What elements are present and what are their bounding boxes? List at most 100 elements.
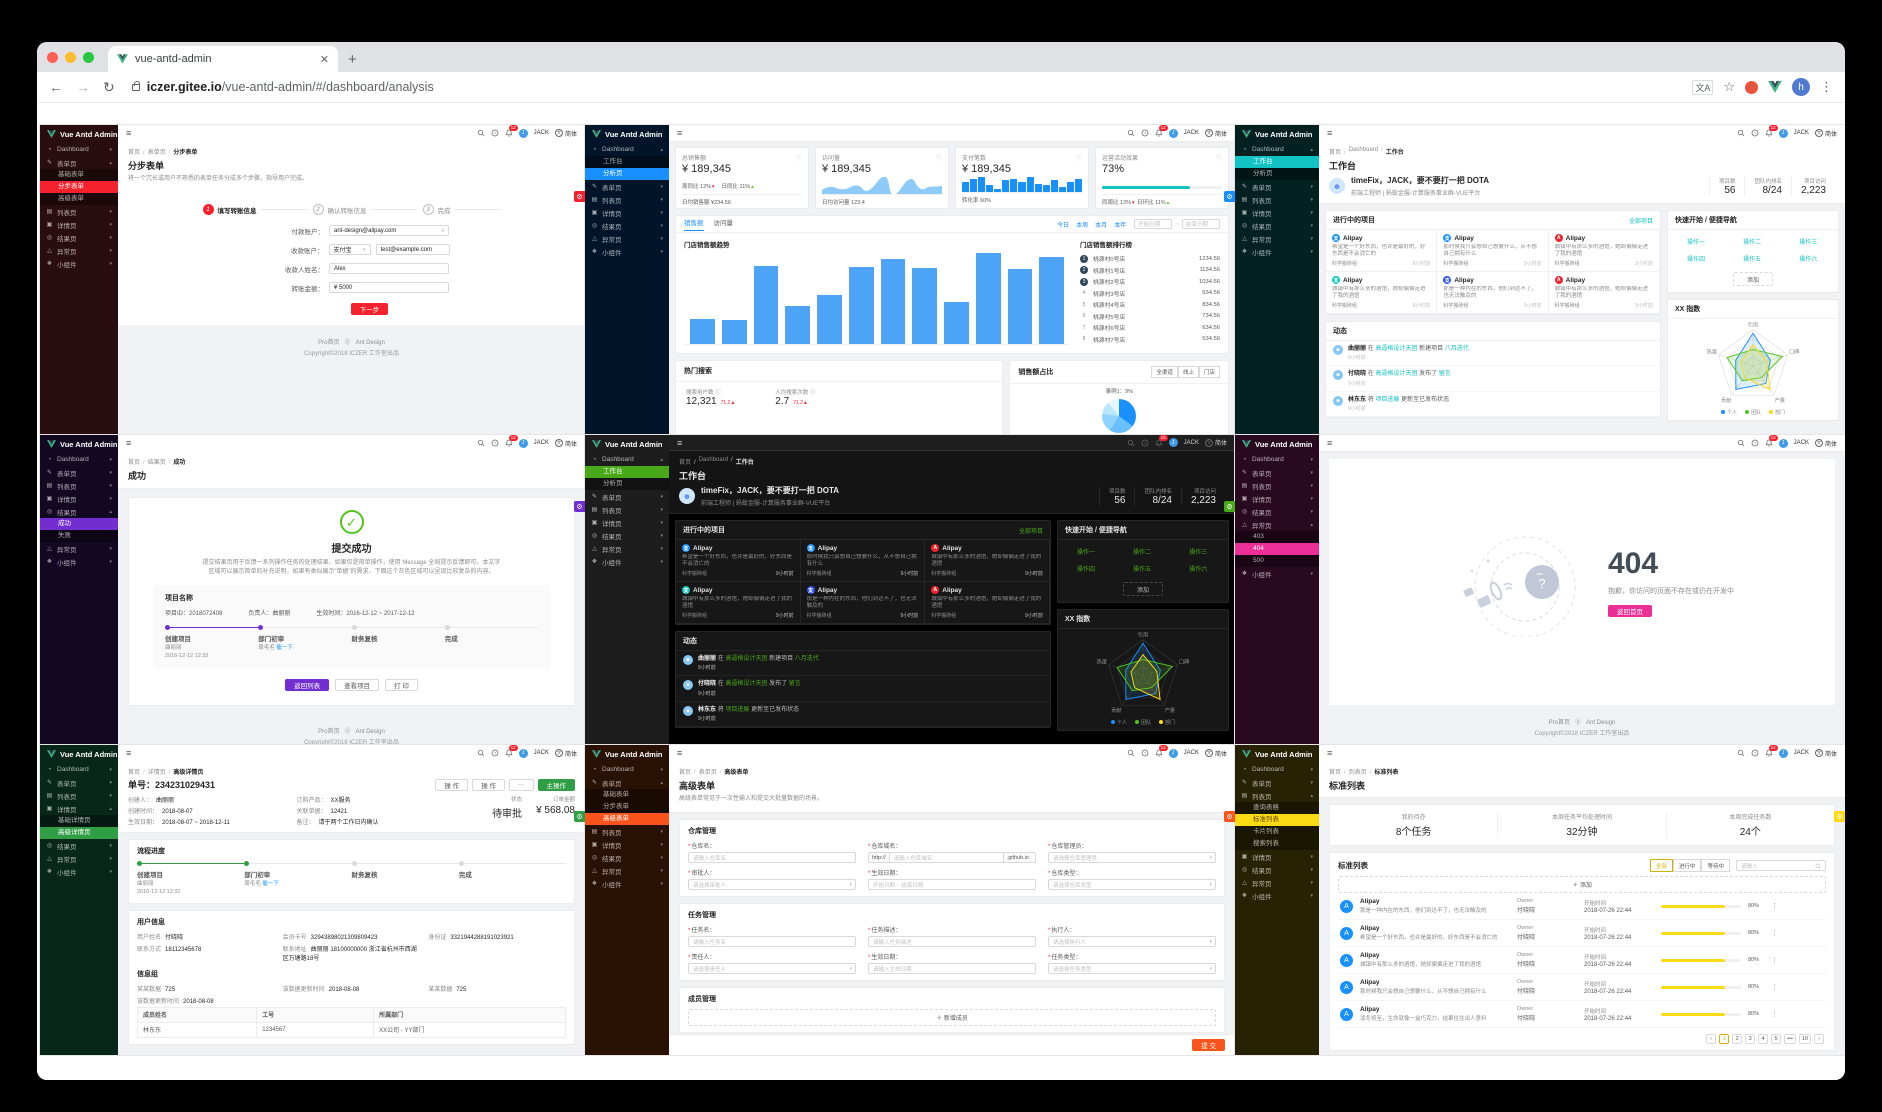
sidebar-item[interactable]: ◎ 结果页 ▴ — [46, 508, 112, 517]
form-field[interactable]: 请选择任务类型 ▾ — [1048, 963, 1216, 974]
search-icon[interactable] — [477, 439, 485, 447]
sidebar-item[interactable]: ◎ 结果页 ▾ — [1241, 866, 1313, 875]
project-card[interactable]: A Alipay 城镇中有那么多的酒馆，她却偏偏走进了我的酒馆 科学搬砖组 9小时前 — [925, 582, 1050, 624]
item-title[interactable]: Alipay — [1360, 898, 1380, 905]
sidebar-item[interactable]: ❖ 小组件 ▾ — [591, 558, 663, 567]
sidebar-item[interactable]: ❖ 小组件 ▾ — [46, 260, 112, 269]
sidebar-item[interactable]: ✎ 表单页 ▾ — [1241, 779, 1313, 788]
quick-op-link[interactable]: 操作一 — [1077, 550, 1096, 556]
hurry-link[interactable]: 催一下 — [262, 881, 279, 887]
app-logo[interactable]: Vue Antd Admin — [585, 435, 669, 453]
item-menu-icon[interactable]: ⋮ — [1771, 930, 1778, 937]
sidebar-subitem[interactable]: 分步表单 — [40, 181, 118, 193]
sidebar-item[interactable]: △ 异常页 ▾ — [47, 545, 112, 554]
page-button[interactable]: 2 — [1732, 1034, 1743, 1044]
list-item[interactable]: A Alipay 那是一种内在的东西，他们到达不了，也无法触及的 Owner 付晓晓… — [1338, 893, 1826, 920]
sidebar-item[interactable]: ❖ 小组件 ▾ — [46, 868, 112, 877]
user-avatar[interactable]: J — [518, 748, 528, 758]
help-icon[interactable] — [1751, 749, 1759, 757]
language-switch[interactable]: 文简体 — [554, 749, 577, 758]
sidebar-item[interactable]: ✎ 表单页 ▾ — [591, 493, 663, 502]
item-menu-icon[interactable]: ⋮ — [1771, 903, 1778, 910]
payment-account-select[interactable]: ant-design@alipay.com ▾ — [329, 225, 449, 236]
table-row[interactable]: 林东东 1234567 XX公司 - YY部门 — [136, 1021, 566, 1038]
project-group-link[interactable]: 科学搬砖组 — [682, 613, 708, 619]
browser-menu-icon[interactable]: ⋮ — [1820, 79, 1833, 94]
user-avatar[interactable]: J — [1778, 748, 1788, 758]
item-title[interactable]: Alipay — [1360, 952, 1380, 959]
list-item[interactable]: A Alipay 凛冬将至，生命就像一盒巧克力，结果往往出人意料 Owner 付晓晓… — [1338, 1001, 1826, 1028]
quick-op-link[interactable]: 操作一 — [1687, 240, 1706, 246]
item-menu-icon[interactable]: ⋮ — [1771, 984, 1778, 991]
hamburger-icon[interactable]: ≡ — [126, 128, 132, 138]
sidebar-subitem[interactable]: 高级详情页 — [40, 827, 118, 839]
hamburger-icon[interactable]: ≡ — [677, 128, 683, 138]
filter-option[interactable]: 全部 — [1649, 859, 1673, 872]
url-field[interactable]: iczer.gitee.io/vue-antd-admin/#/dashboar… — [128, 80, 1680, 94]
end-date-input[interactable]: 结束日期 — [1182, 219, 1220, 229]
quick-op-link[interactable]: 操作五 — [1133, 567, 1152, 573]
quick-op-link[interactable]: 操作六 — [1189, 567, 1208, 573]
sidebar-item[interactable]: ❖ 小组件 ▾ — [1241, 892, 1313, 901]
browser-profile-avatar[interactable]: h — [1792, 78, 1810, 96]
form-field[interactable]: http://请输入仓库域名 .github.io — [868, 852, 1036, 863]
feed-link[interactable]: 项目进展 — [1375, 396, 1400, 403]
item-title[interactable]: Alipay — [1360, 979, 1380, 986]
project-group-link[interactable]: 科学搬砖组 — [1554, 261, 1580, 267]
theme-settings-gear-icon[interactable]: ⚙ — [574, 501, 585, 512]
help-icon[interactable] — [1751, 129, 1759, 137]
sidebar-subitem[interactable]: 高级表单 — [585, 813, 669, 825]
close-window-button[interactable] — [47, 51, 58, 63]
date-range-tabs[interactable]: 今日 本周 本月 本年 — [1057, 220, 1126, 229]
hurry-link[interactable]: 催一下 — [276, 645, 293, 651]
sidebar-item[interactable]: △ 异常页 ▾ — [1242, 235, 1313, 244]
language-switch[interactable]: 文简体 — [554, 129, 577, 138]
app-logo[interactable]: Vue Antd Admin — [40, 745, 118, 763]
feed-link[interactable]: 八月迭代 — [1444, 346, 1469, 352]
sidebar-subitem[interactable]: 基础表单 — [58, 171, 84, 178]
sidebar-item[interactable]: ❖ 小组件 ▾ — [1241, 248, 1313, 257]
channel-option[interactable]: 全渠道 — [1151, 366, 1178, 378]
sidebar-subitem[interactable]: 404 — [1235, 543, 1319, 555]
hamburger-icon[interactable]: ≡ — [126, 438, 132, 448]
back-home-button[interactable]: 返回首页 — [1608, 605, 1652, 617]
action-button[interactable]: 操 作 — [435, 778, 469, 791]
submit-button[interactable]: 提 交 — [1192, 1039, 1225, 1051]
search-icon[interactable] — [477, 749, 485, 757]
sidebar-item[interactable]: ▤ 列表页 ▴ — [1241, 792, 1313, 801]
sidebar-subitem[interactable]: 500 — [1253, 557, 1264, 564]
sidebar-item[interactable]: ▣ 详情页 ▾ — [591, 519, 663, 528]
sidebar-item[interactable]: ▣ 详情页 ▾ — [1241, 495, 1313, 504]
sidebar-item[interactable]: ✎ 表单页 ▾ — [1241, 469, 1313, 478]
sidebar-item[interactable]: ▤ 列表页 ▾ — [591, 828, 663, 837]
channel-option[interactable]: 门店 — [1198, 366, 1220, 378]
sidebar-item[interactable]: ▣ 详情页 ▾ — [46, 221, 112, 230]
user-avatar[interactable]: J — [1168, 128, 1178, 138]
list-search-input[interactable]: 请输入 — [1736, 860, 1826, 871]
sidebar-subitem[interactable]: 成功 — [40, 518, 118, 530]
project-group-link[interactable]: 科学搬砖组 — [806, 571, 832, 577]
sidebar-item[interactable]: ◔ Dashboard ▴ — [592, 456, 663, 463]
project-card[interactable]: 支 Alipay 那时候我只会想自己想要什么，从不想自己拥有什么 科学搬砖组 9小时… — [800, 540, 926, 582]
channel-radio-group[interactable]: 全渠道 线上 门店 — [1151, 366, 1220, 378]
project-card[interactable]: A Alipay 城镇中有那么多的酒馆，她却偏偏走进了我的酒馆 科学搬砖组 9小时前 — [1548, 230, 1660, 272]
tab-visits[interactable]: 访问量 — [713, 220, 734, 227]
sidebar-item[interactable]: ▤ 列表页 ▾ — [46, 792, 112, 801]
help-icon[interactable] — [1141, 129, 1149, 137]
language-switch[interactable]: 文简体 — [1204, 749, 1227, 758]
breadcrumb[interactable]: 首页详情页高级详情页 — [118, 761, 585, 776]
app-logo[interactable]: Vue Antd Admin — [1235, 435, 1319, 453]
sidebar-subitem[interactable]: 搜索列表 — [1253, 840, 1279, 847]
list-item[interactable]: A Alipay 城镇中有那么多的酒馆，她却偏偏走进了我的酒馆 Owner 付晓晓 … — [1338, 947, 1826, 974]
pagination[interactable]: ‹ 1 2 3 4 5 ••• 10 › — [1338, 1028, 1826, 1044]
hamburger-icon[interactable]: ≡ — [677, 437, 683, 448]
user-avatar[interactable]: J — [518, 438, 528, 448]
channel-option[interactable]: 线上 — [1177, 366, 1199, 378]
feed-link[interactable]: 八月迭代 — [794, 656, 819, 662]
theme-settings-gear-icon[interactable]: ⚙ — [574, 811, 585, 822]
help-icon[interactable] — [491, 749, 499, 757]
sidebar-item[interactable]: ❖ 小组件 ▾ — [46, 558, 112, 567]
add-item-button[interactable]: ＋ 添加 — [1338, 876, 1826, 893]
forward-icon[interactable]: → — [76, 79, 90, 95]
sidebar-item[interactable]: ▤ 列表页 ▾ — [46, 208, 112, 217]
